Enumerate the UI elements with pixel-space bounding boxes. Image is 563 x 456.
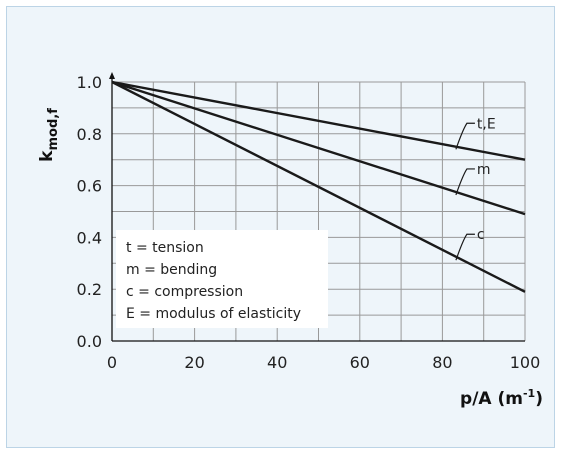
x-tick-label: 20 [184,353,204,372]
y-tick-label: 0.2 [77,280,102,299]
series-lines: t,E m c [111,80,526,293]
x-tick-label: 40 [267,353,287,372]
legend-item: t = tension [126,240,204,256]
x-tick-label: 0 [107,353,117,372]
y-axis-arrow [109,72,115,79]
y-tick-label: 0.0 [77,332,102,351]
y-tick-label: 1.0 [77,73,102,92]
legend-item: m = bending [126,262,217,278]
y-tick-label: 0.4 [77,228,102,247]
y-tick-label: 0.8 [77,125,102,144]
series-line-2 [111,80,526,293]
x-tick-label: 60 [350,353,370,372]
series-label-leader [455,233,475,261]
y-axis-title: kmod,f [37,108,61,162]
x-tick-label: 80 [432,353,452,372]
series-line-0 [111,80,526,161]
x-axis-title-sup: -1 [523,387,535,400]
series-label: c [477,227,485,243]
tick-labels: 0 20 40 60 80 100 0.0 0.2 0.4 0.6 0.8 1.0 [77,73,541,372]
series-label-leader [455,168,475,196]
chart-frame [6,6,555,448]
y-tick-label: 0.6 [77,177,102,196]
series-line-1 [111,80,526,216]
series-label: m [477,162,491,178]
x-axis-title-close: ) [535,389,543,409]
legend-box [116,230,328,328]
legend: t = tension m = bending c = compression E =… [116,230,328,328]
y-axis-title-main: k [37,150,57,162]
x-axis-title-main: p/A (m [460,389,523,409]
legend-item: c = compression [126,284,243,300]
grid [112,81,526,341]
legend-item: E = modulus of elasticity [126,306,301,322]
series-label-leader [455,122,475,150]
series-label: t,E [477,116,496,132]
y-axis-title-sub: mod,f [46,108,61,151]
x-tick-label: 100 [510,353,541,372]
axes [109,72,525,342]
x-axis-title: p/A (m-1) [460,387,543,409]
